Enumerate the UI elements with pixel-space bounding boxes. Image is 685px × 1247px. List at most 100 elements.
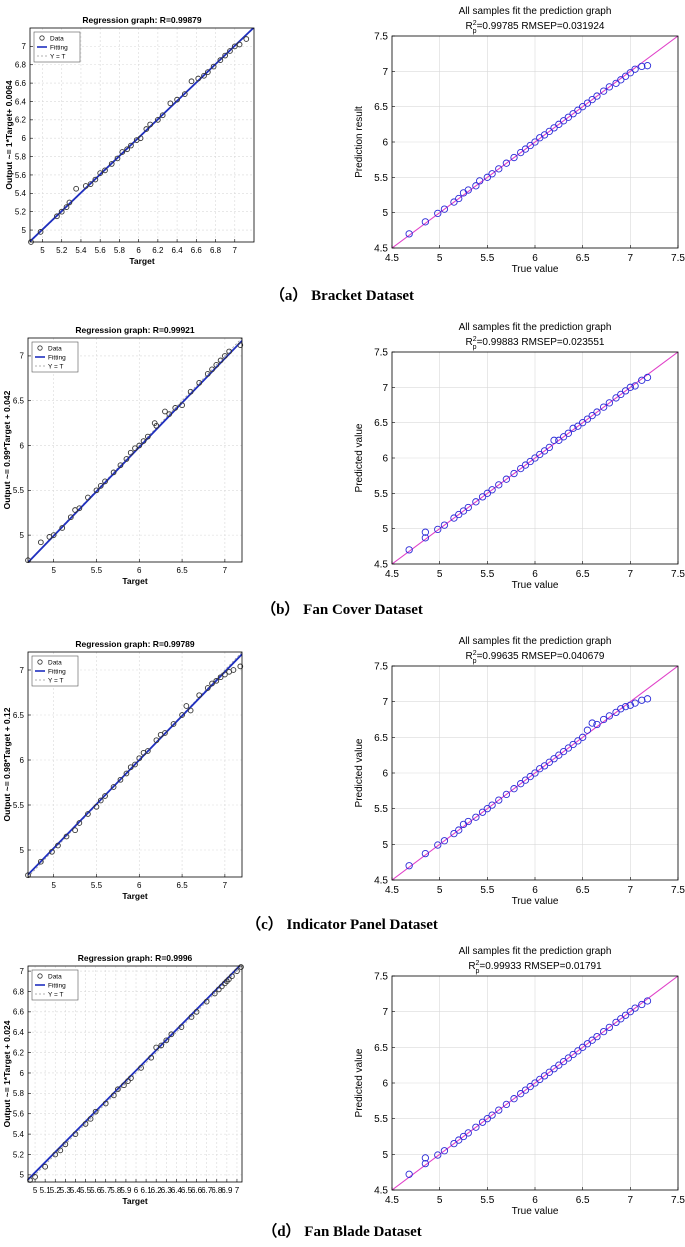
x-tick-label: 6 <box>134 1186 139 1195</box>
y-tick-label: 7 <box>20 352 25 361</box>
data-point <box>455 194 463 203</box>
metrics-sup: 2 <box>473 20 477 27</box>
data-point <box>128 142 134 149</box>
y-tick-label: 5.6 <box>15 171 27 180</box>
y-tick-label: 5.5 <box>374 1114 388 1125</box>
data-point <box>638 376 646 384</box>
data-point <box>526 1082 534 1091</box>
data-point <box>110 469 117 476</box>
metrics-values: =0.99933 RMSEP=0.01791 <box>479 961 602 972</box>
y-tick-label: 4.5 <box>374 876 388 887</box>
legend-label-identity: Y = T <box>48 992 64 999</box>
data-point <box>517 148 525 157</box>
data-point <box>434 209 442 218</box>
y-tick-label: 6 <box>382 138 388 149</box>
data-point <box>421 1159 430 1168</box>
data-point <box>92 176 99 183</box>
metrics-values: =0.99883 RMSEP=0.023551 <box>477 337 605 348</box>
data-point <box>201 72 207 79</box>
data-point <box>521 1086 530 1094</box>
data-point <box>178 1024 185 1030</box>
data-point <box>621 387 630 395</box>
data-point <box>617 1015 625 1023</box>
y-tick-label: 6.5 <box>374 1043 388 1054</box>
data-point <box>599 715 608 724</box>
data-point <box>440 205 449 213</box>
data-point <box>531 1079 539 1087</box>
data-point <box>564 113 573 121</box>
y-tick-label: 6.2 <box>15 116 27 125</box>
x-tick-label: 5.5 <box>91 566 103 575</box>
plot-title: Regression graph: R=0.99879 <box>82 15 202 25</box>
data-point <box>421 218 430 226</box>
data-point <box>237 663 244 670</box>
data-point <box>488 486 496 494</box>
data-point <box>550 436 558 444</box>
data-point <box>52 1151 59 1158</box>
data-point <box>643 695 652 703</box>
data-point <box>167 100 174 107</box>
data-point <box>110 784 117 790</box>
data-point <box>559 433 568 441</box>
x-tick-label: 6 <box>136 246 141 255</box>
y-tick-label: 6.5 <box>13 397 25 406</box>
data-point <box>236 41 243 48</box>
data-point <box>569 1050 577 1059</box>
data-point <box>166 411 173 418</box>
data-point <box>205 69 211 75</box>
data-point <box>117 462 124 469</box>
data-point <box>405 862 413 870</box>
data-point <box>626 383 634 391</box>
y-tick-label: 6.6 <box>13 1008 25 1017</box>
data-point <box>593 92 601 100</box>
data-point <box>526 141 534 150</box>
data-point <box>37 229 44 235</box>
x-axis-label: True value <box>512 580 559 591</box>
y-tick-label: 5 <box>20 531 25 540</box>
data-point <box>162 408 168 415</box>
metrics-values: =0.99785 RMSEP=0.031924 <box>477 21 605 32</box>
data-point <box>472 498 480 506</box>
x-tick-label: 5 <box>33 1186 38 1195</box>
data-point <box>37 858 44 865</box>
data-point <box>605 399 614 407</box>
x-tick-label: 6 <box>137 881 142 890</box>
y-tick-label: 6.5 <box>13 711 25 720</box>
y-tick-label: 6.8 <box>13 987 25 996</box>
plot-title: All samples fit the prediction graph <box>459 636 612 647</box>
y-tick-label: 6.4 <box>13 1028 25 1037</box>
data-point <box>621 1011 630 1019</box>
metrics-sub: p <box>475 968 479 975</box>
y-tick-label: 5.5 <box>374 173 388 184</box>
data-point <box>147 121 154 128</box>
data-point <box>588 411 596 420</box>
data-point <box>478 1118 487 1126</box>
data-point <box>495 796 503 804</box>
metrics-r: R <box>468 961 475 972</box>
data-point <box>421 528 430 536</box>
data-point <box>136 755 143 762</box>
metrics-text: R2 p=0.99635 RMSEP=0.040679 <box>466 650 605 665</box>
data-point <box>188 78 195 85</box>
data-point <box>550 124 558 132</box>
data-point <box>472 1123 480 1131</box>
data-point <box>168 1031 175 1038</box>
data-point <box>517 464 525 473</box>
x-tick-label: 4.5 <box>385 253 399 264</box>
x-tick-label: 4.5 <box>385 1195 399 1206</box>
data-point <box>125 1078 131 1084</box>
x-tick-label: 6.2 <box>152 246 164 255</box>
data-point <box>510 153 518 162</box>
data-point <box>174 96 180 103</box>
data-point <box>63 204 70 210</box>
y-tick-label: 5.2 <box>15 207 27 216</box>
data-point <box>638 1000 646 1009</box>
y-tick-label: 6 <box>20 1069 25 1078</box>
data-point <box>148 1054 155 1061</box>
y-tick-label: 7 <box>22 42 27 51</box>
x-tick-label: 6.6 <box>191 1186 203 1195</box>
x-tick-label: 5.6 <box>90 1186 102 1195</box>
plot-title: All samples fit the prediction graph <box>459 946 612 957</box>
x-tick-label: 7 <box>223 881 228 890</box>
x-tick-label: 6 <box>532 1195 538 1206</box>
